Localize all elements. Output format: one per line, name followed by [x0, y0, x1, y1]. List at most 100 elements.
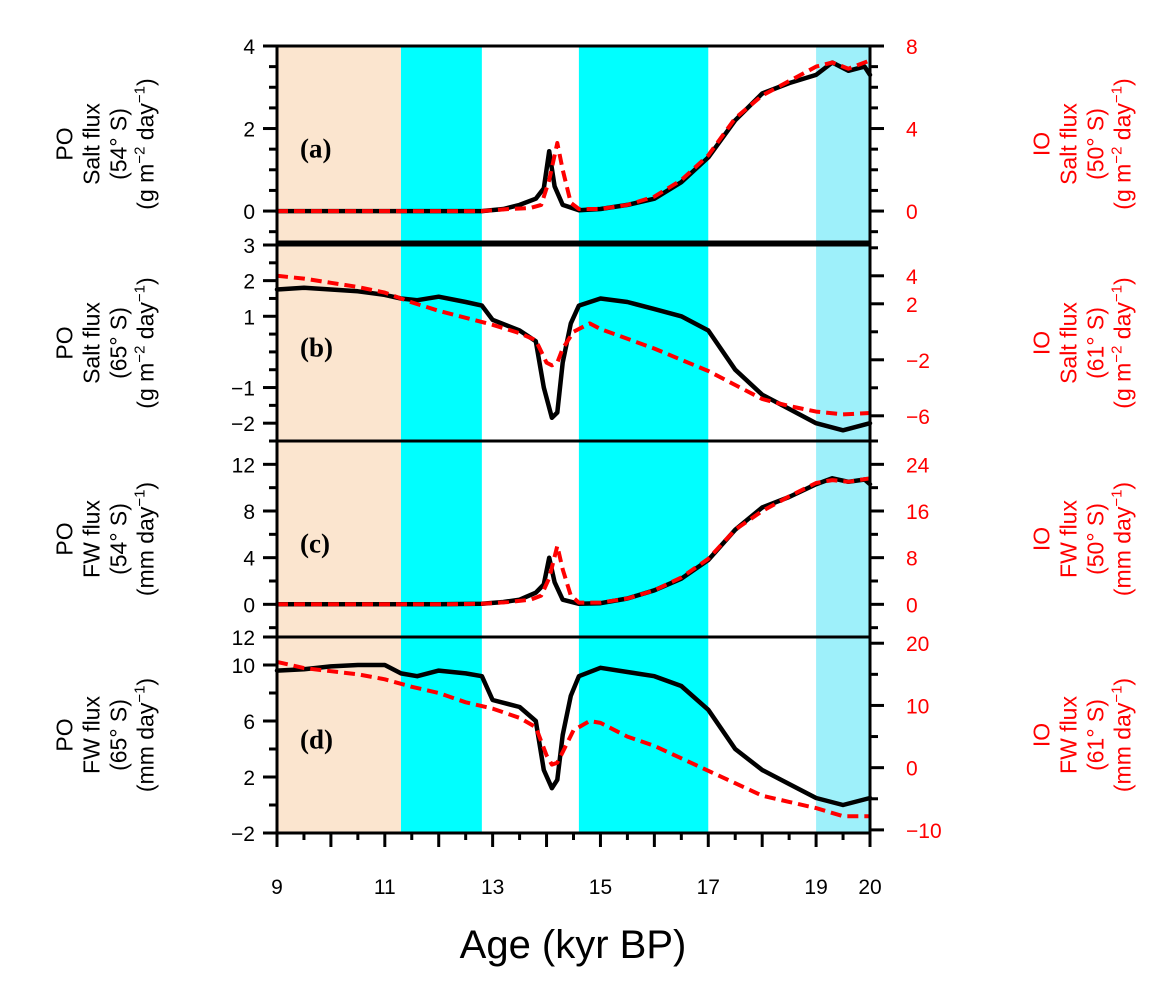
- panel-a-right-axis-title-line: Salt flux: [1056, 103, 1082, 185]
- panel-c-right-tick-label: 16: [906, 501, 929, 524]
- panel-d-right-tick-label: −10: [906, 820, 942, 843]
- unit-superscript: −2: [1109, 147, 1126, 164]
- unit-superscript: −1: [132, 285, 149, 302]
- panel-a-io-series-line: [277, 58, 871, 214]
- panel-b-left-axis-title-line: Salt flux: [79, 302, 105, 384]
- unit-text: (g m: [1110, 164, 1136, 210]
- panel-d-left-axis-title-line: (65° S): [106, 699, 132, 771]
- unit-superscript: −1: [1109, 490, 1126, 507]
- panel-c-right-tick-label: 24: [906, 454, 930, 477]
- panel-c-left-axis-title-line: (54° S): [106, 503, 132, 575]
- panel-b-left-tick-label: −1: [231, 378, 255, 401]
- panel-a-right-tick-label: 4: [906, 119, 918, 142]
- unit-text: day: [133, 103, 159, 147]
- panel-d-left-tick-label: 12: [232, 627, 255, 650]
- panel-d-io-series-line: [276, 659, 870, 819]
- panel-b-right-axis-title-line: Salt flux: [1056, 302, 1082, 384]
- panel-a-right-tick-label: 0: [906, 201, 918, 224]
- panel-b-left-tick-label: 3: [243, 235, 255, 258]
- panel-b-io-series-line: [276, 273, 871, 417]
- panel-a-left-tick-label: 2: [243, 119, 255, 142]
- panel-a-left-axis-title-line: PO: [52, 127, 78, 160]
- panel-d-left-axis-title-line: PO: [52, 718, 78, 751]
- axis-ticks: [263, 44, 884, 847]
- panel-c-right-axis-title-line: (50° S): [1083, 503, 1109, 575]
- unit-text: ): [133, 78, 159, 86]
- unit-text: day: [133, 302, 159, 346]
- panel-b-right-axis-title-line: (61° S): [1083, 307, 1109, 379]
- panel-d-right-axis-title-line: FW flux: [1056, 696, 1082, 774]
- panel-c-left-tick-label: 0: [243, 594, 255, 617]
- unit-text: (mm day: [133, 702, 159, 792]
- unit-text: ): [133, 482, 159, 490]
- panel-c-io-series-line: [277, 476, 871, 607]
- unit-text: (g m: [133, 164, 159, 210]
- unit-text: (mm day: [133, 506, 159, 596]
- panel-d-right-axis-title-line: IO: [1029, 723, 1055, 747]
- panel-c-right-tick-label: 0: [906, 594, 918, 617]
- panel-c-left-tick-label: 8: [243, 501, 255, 524]
- unit-superscript: −1: [1109, 285, 1126, 302]
- panel-b-left-axis-unit: (g m−2​ day−1​): [132, 277, 159, 408]
- panel-b-right-tick-label: 2: [906, 294, 918, 317]
- unit-superscript: −2: [132, 147, 149, 164]
- unit-superscript: −1: [132, 86, 149, 103]
- panel-d-left-tick-label: 10: [232, 655, 255, 678]
- panel-b-left-axis-title-line: (65° S): [106, 307, 132, 379]
- panel-a-left-tick-label: 0: [243, 201, 255, 224]
- unit-superscript: −1: [132, 686, 149, 703]
- unit-superscript: −2: [132, 346, 149, 363]
- panel-b-left-axis-title-line: PO: [52, 326, 78, 359]
- x-axis-title: Age (kyr BP): [460, 923, 687, 967]
- panel-b-right-tick-label: 4: [906, 266, 918, 289]
- panel-d-po-series-line: [274, 662, 873, 808]
- panel-c-label: (c): [300, 529, 330, 559]
- panel-d-left-tick-label: 6: [243, 711, 255, 734]
- unit-text: ): [1110, 78, 1136, 86]
- x-tick-label: 20: [858, 876, 881, 899]
- x-tick-label: 19: [804, 876, 827, 899]
- panel-a-right-axis-title-line: (50° S): [1083, 108, 1109, 180]
- panel-a-left-tick-label: 4: [243, 36, 255, 59]
- panel-b-left-tick-label: 2: [243, 271, 255, 294]
- panel-c-right-axis-unit: (mm day−1​): [1109, 482, 1136, 596]
- panel-a-frame: [275, 44, 872, 244]
- unit-text: day: [1110, 103, 1136, 147]
- panel-c-left-axis-title-line: FW flux: [79, 500, 105, 578]
- panel-c-right-tick-label: 8: [906, 548, 918, 571]
- x-tick-label: 11: [374, 876, 396, 899]
- data-series: [274, 58, 873, 819]
- panel-d-right-tick-label: 10: [906, 695, 929, 718]
- panel-d-left-tick-label: 2: [243, 767, 255, 790]
- unit-text: (mm day: [1110, 506, 1136, 596]
- panel-d-label: (d): [300, 725, 333, 755]
- panel-c-left-axis-unit: (mm day−1​): [132, 482, 159, 596]
- x-tick-label: 13: [481, 876, 504, 899]
- unit-text: (mm day: [1110, 702, 1136, 792]
- panel-d-right-tick-label: 20: [906, 633, 929, 656]
- unit-text: ): [1110, 277, 1136, 285]
- unit-superscript: −2: [1109, 346, 1126, 363]
- panel-b-left-tick-label: −2: [231, 413, 255, 436]
- unit-text: (g m: [1110, 363, 1136, 409]
- panel-a-left-axis-title-line: (54° S): [106, 108, 132, 180]
- panel-c-left-tick-label: 12: [232, 454, 255, 477]
- x-tick-label: 17: [697, 876, 720, 899]
- panel-d-right-axis-unit: (mm day−1​): [1109, 678, 1136, 792]
- unit-superscript: −1: [1109, 86, 1126, 103]
- unit-text: (g m: [133, 363, 159, 409]
- panel-c-left-axis-title-line: PO: [52, 522, 78, 555]
- panel-a-label: (a): [300, 134, 331, 164]
- panel-b-right-axis-title-line: IO: [1029, 331, 1055, 355]
- panel-b-right-axis-unit: (g m−2​ day−1​): [1109, 277, 1136, 408]
- panel-d-left-tick-label: −2: [231, 823, 255, 846]
